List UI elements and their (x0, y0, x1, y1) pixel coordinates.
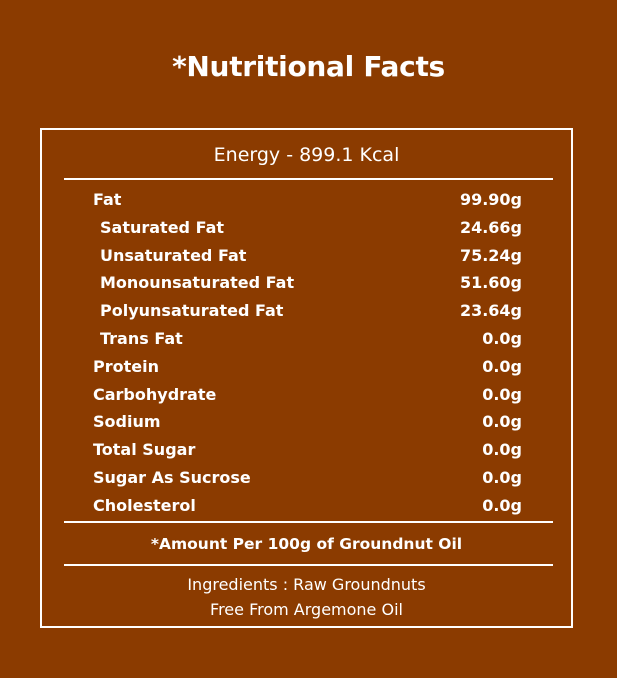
nutrient-value: 99.90g (459, 190, 522, 209)
argemone-note: Free From Argemone Oil (210, 600, 403, 619)
nutrient-label: Polyunsaturated Fat (100, 301, 284, 321)
nutrient-row-sugar-as-sucrose: Sugar As Sucrose 0.0g (42, 464, 571, 492)
nutrient-label: Protein (93, 356, 159, 376)
nutrient-row-sodium: Sodium 0.0g (42, 408, 571, 436)
energy-value: Energy - 899.1 Kcal (213, 144, 400, 166)
nutrient-row-total-sugar: Total Sugar 0.0g (42, 436, 571, 464)
divider (64, 564, 553, 566)
serving-footnote: *Amount Per 100g of Groundnut Oil (150, 535, 463, 553)
nutrient-row-fat: Fat 99.90g (42, 186, 571, 214)
nutrient-label: Saturated Fat (100, 217, 225, 237)
nutrient-row-trans-fat: Trans Fat 0.0g (42, 325, 571, 353)
nutrient-row-unsaturated-fat: Unsaturated Fat 75.24g (42, 242, 571, 270)
nutrient-row-carbohydrate: Carbohydrate 0.0g (42, 381, 571, 409)
nutrient-row-saturated-fat: Saturated Fat 24.66g (42, 214, 571, 242)
nutrient-row-protein: Protein 0.0g (42, 353, 571, 381)
page-title: *Nutritional Facts (172, 50, 445, 83)
nutrient-value: 0.0g (482, 440, 522, 460)
divider (64, 178, 553, 180)
ingredients-line: Ingredients : Raw Groundnuts (187, 575, 426, 594)
nutrient-value: 0.0g (482, 412, 522, 432)
nutrient-label: Carbohydrate (93, 384, 217, 404)
nutrient-label: Sugar As Sucrose (93, 467, 251, 487)
nutrient-value: 24.66g (459, 217, 522, 237)
nutrient-value: 0.0g (482, 384, 522, 404)
nutrient-label: Unsaturated Fat (100, 245, 247, 265)
nutrient-value: 0.0g (482, 495, 522, 515)
nutrition-facts-panel: Energy - 899.1 Kcal Fat 99.90g Saturated… (40, 128, 573, 628)
nutrient-label: Total Sugar (93, 440, 196, 460)
nutrient-row-polyunsaturated-fat: Polyunsaturated Fat 23.64g (42, 297, 571, 325)
nutrient-table: Fat 99.90g Saturated Fat 24.66g Unsatura… (42, 186, 571, 520)
nutrient-value: 0.0g (482, 467, 522, 487)
nutrient-value: 0.0g (482, 356, 522, 376)
nutrient-label: Sodium (93, 412, 161, 432)
ingredients-note: Ingredients : Raw Groundnuts Free From A… (42, 572, 571, 622)
nutrient-label: Fat (93, 190, 122, 209)
nutrient-row-cholesterol: Cholesterol 0.0g (42, 492, 571, 520)
nutrient-value: 75.24g (459, 245, 522, 265)
nutrient-value: 0.0g (482, 328, 522, 348)
nutrient-value: 23.64g (459, 301, 522, 321)
nutrient-label: Monounsaturated Fat (100, 273, 295, 293)
nutrient-label: Trans Fat (100, 328, 183, 348)
nutrient-row-monounsaturated-fat: Monounsaturated Fat 51.60g (42, 269, 571, 297)
divider (64, 521, 553, 523)
nutrient-value: 51.60g (459, 273, 522, 293)
nutrient-label: Cholesterol (93, 495, 196, 515)
